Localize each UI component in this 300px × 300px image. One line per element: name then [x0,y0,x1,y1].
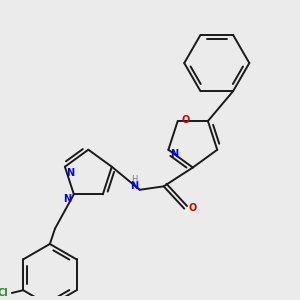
Text: N: N [170,149,178,159]
Text: O: O [189,203,197,213]
Text: N: N [130,181,138,191]
Text: Cl: Cl [0,288,9,298]
Text: O: O [181,115,189,125]
Text: H: H [131,175,137,184]
Text: N: N [66,168,74,178]
Text: N: N [64,194,72,205]
